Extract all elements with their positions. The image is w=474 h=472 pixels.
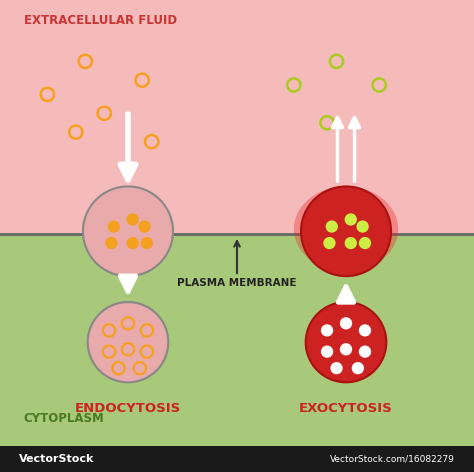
Text: EXTRACELLULAR FLUID: EXTRACELLULAR FLUID	[24, 14, 177, 27]
Circle shape	[321, 346, 333, 358]
Circle shape	[108, 220, 120, 233]
Circle shape	[321, 324, 333, 337]
Circle shape	[359, 324, 371, 337]
Circle shape	[83, 186, 173, 276]
Bar	[0, 446, 474, 472]
Circle shape	[345, 237, 357, 249]
Circle shape	[301, 186, 391, 276]
Circle shape	[141, 237, 153, 249]
Text: VectorStock: VectorStock	[19, 454, 94, 464]
Bar	[0, 0, 474, 234]
Text: CYTOPLASM: CYTOPLASM	[24, 412, 104, 425]
Circle shape	[352, 362, 364, 374]
Circle shape	[330, 362, 343, 374]
Circle shape	[306, 302, 386, 382]
Circle shape	[323, 237, 336, 249]
Circle shape	[345, 213, 357, 226]
Circle shape	[127, 213, 139, 226]
Text: VectorStock.com/16082279: VectorStock.com/16082279	[330, 454, 455, 464]
Text: ENDOCYTOSIS: ENDOCYTOSIS	[75, 402, 181, 415]
Circle shape	[359, 237, 371, 249]
Bar	[0, 234, 474, 472]
Circle shape	[340, 343, 352, 355]
Circle shape	[105, 237, 118, 249]
Circle shape	[88, 302, 168, 382]
Circle shape	[127, 237, 139, 249]
Circle shape	[356, 220, 369, 233]
Circle shape	[326, 220, 338, 233]
Ellipse shape	[294, 186, 398, 271]
Text: EXOCYTOSIS: EXOCYTOSIS	[299, 402, 393, 415]
Circle shape	[138, 220, 151, 233]
Circle shape	[340, 317, 352, 329]
Circle shape	[359, 346, 371, 358]
Text: PLASMA MEMBRANE: PLASMA MEMBRANE	[177, 278, 297, 288]
